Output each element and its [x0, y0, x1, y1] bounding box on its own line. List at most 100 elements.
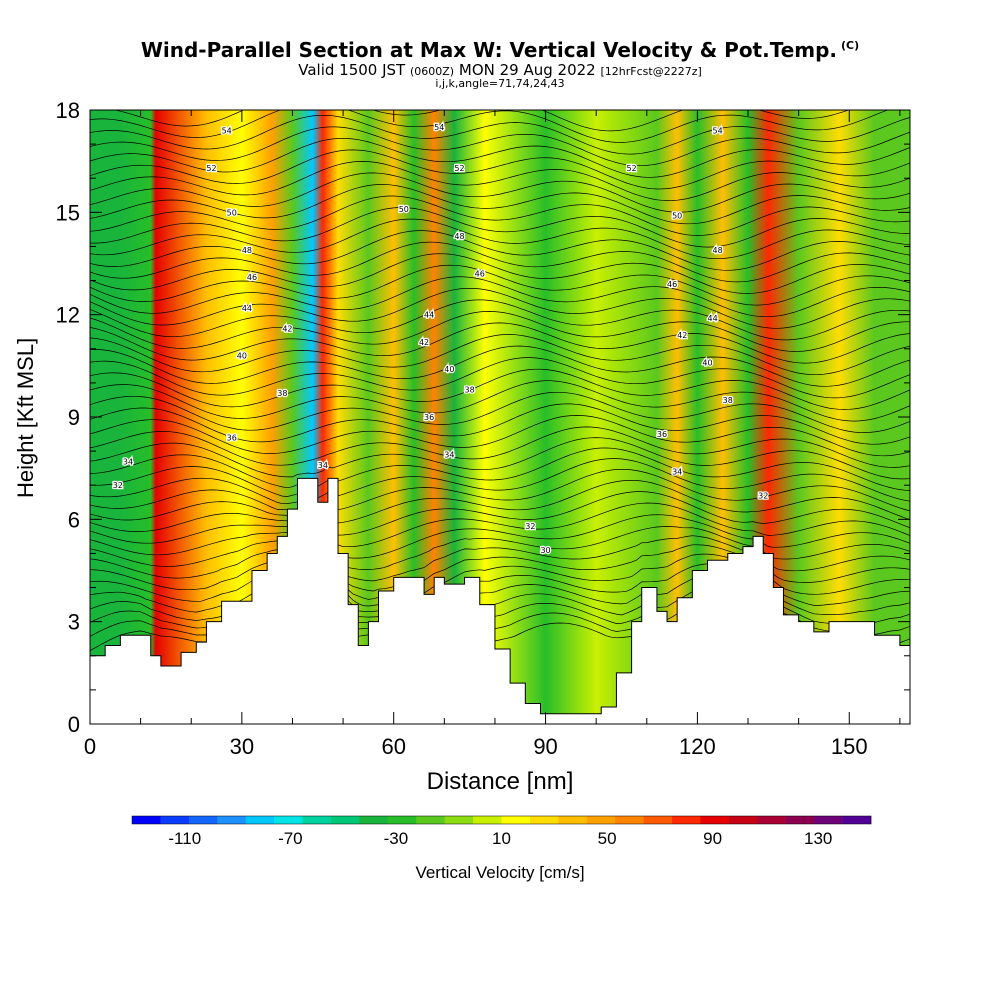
- x-tick-label: 60: [381, 734, 405, 759]
- colorbar-tick-label: 10: [492, 829, 511, 848]
- terrain-outline: [90, 477, 910, 715]
- isentrope-label: 34: [444, 451, 454, 460]
- isentrope-line: [90, 264, 910, 306]
- isentrope-line: [90, 502, 910, 548]
- x-axis: 0 30 60 90 120 150: [84, 110, 901, 759]
- colorbar-swatch: [387, 816, 417, 824]
- isentrope-label: 46: [247, 273, 257, 282]
- isentrope-label: 50: [227, 208, 237, 217]
- colorbar-frame: [131, 815, 872, 825]
- colorbar-tick-label: 50: [598, 829, 617, 848]
- isentrope-label: 44: [424, 311, 434, 320]
- isentrope-label: 40: [702, 358, 712, 367]
- isentrope-line: [90, 241, 910, 283]
- isentrope-label: 34: [672, 468, 682, 477]
- isentrope-line: [90, 218, 910, 260]
- colorbar-tick-label: -30: [384, 829, 409, 848]
- colorbar-swatch: [444, 816, 474, 824]
- chart-title: Wind-Parallel Section at Max W: Vertical…: [140, 38, 860, 62]
- isentrope-line: [90, 514, 910, 559]
- isentrope-label: 54: [713, 126, 723, 135]
- isentrope-label: 50: [672, 212, 682, 221]
- isentrope-line: [90, 391, 910, 433]
- isentrope-label: 44: [242, 304, 252, 313]
- isentrope-line: [90, 322, 910, 364]
- colorbar-swatch: [188, 816, 218, 824]
- isentrope-label: 48: [242, 246, 252, 255]
- isentrope-line: [90, 276, 910, 318]
- colorbar-swatch: [359, 816, 389, 824]
- y-tick-label: 6: [68, 507, 80, 532]
- isentrope-line: [90, 403, 910, 445]
- isentrope-line: [90, 195, 910, 236]
- isentrope-label: 46: [667, 280, 677, 289]
- isentrope-label: 38: [723, 396, 733, 405]
- x-tick-label: 150: [831, 734, 868, 759]
- isentrope-line: [90, 149, 910, 190]
- colorbar-swatch: [700, 816, 730, 824]
- isentrope-label: 34: [123, 457, 133, 466]
- isentrope-line: [90, 207, 910, 248]
- isentrope-line: [90, 345, 910, 387]
- isentrope-label: 52: [627, 164, 637, 173]
- isentrope-label: 32: [113, 481, 123, 490]
- x-tick-label: 0: [84, 734, 96, 759]
- isentrope-label: 54: [222, 126, 232, 135]
- isentrope-label: 38: [465, 386, 475, 395]
- y-tick-label: 0: [68, 712, 80, 737]
- colorbar-swatch: [416, 816, 445, 824]
- isentrope-line: [90, 415, 910, 457]
- subtitle-fcst: [12hrFcst@2227z]: [600, 65, 702, 78]
- colorbar-tick-label: -70: [278, 829, 303, 848]
- chart-subtitle: Valid 1500 JST (0600Z) MON 29 Aug 2022 […: [0, 61, 1000, 79]
- isentrope-label: 30: [540, 546, 550, 555]
- x-axis-label: Distance [nm]: [426, 768, 574, 795]
- isentrope-label: 42: [419, 338, 429, 347]
- isentrope-line: [90, 299, 910, 341]
- isentrope-line: [90, 491, 910, 536]
- colorbar-swatch: [160, 816, 190, 824]
- colorbar-swatch: [558, 816, 588, 824]
- isentrope-label: 46: [475, 270, 485, 279]
- isentrope-line: [90, 230, 910, 271]
- isentrope-label: 36: [424, 413, 434, 422]
- isentrope-label: 48: [713, 246, 723, 255]
- colorbar-swatch: [274, 816, 303, 824]
- colorbar-swatch: [330, 816, 360, 824]
- isentrope-labels: 54 52 50 48 46 44 42 40 38 36 34 34 32 54 52 50 48 46 44 42…: [111, 122, 769, 556]
- isentrope-line: [90, 126, 910, 167]
- isentrope-line: [90, 311, 910, 352]
- isentrope-label: 36: [657, 430, 667, 439]
- x-tick-label: 90: [533, 734, 557, 759]
- colorbar-swatch: [217, 816, 246, 824]
- isentrope-label: 50: [399, 205, 409, 214]
- isentrope-line: [90, 110, 910, 132]
- y-tick-label: 18: [56, 98, 80, 123]
- isentrope-line: [90, 253, 910, 294]
- isentrope-line: [90, 458, 910, 502]
- isentrope-label: 52: [206, 164, 216, 173]
- colorbar-swatch: [302, 816, 332, 824]
- isentrope-line: [90, 334, 910, 376]
- colorbar-swatch: [245, 816, 275, 824]
- isentrope-line: [90, 172, 910, 213]
- isentrope-label: 52: [454, 164, 464, 173]
- colorbar: -110 -70 -30 10 50 90 130: [131, 815, 872, 848]
- isentrope-label: 40: [444, 365, 454, 374]
- title-mark: (C): [841, 39, 860, 53]
- isentrope-line: [90, 110, 910, 143]
- colorbar-swatch: [501, 816, 531, 824]
- isentrope-line: [90, 184, 910, 225]
- colorbar-tick-label: -110: [168, 829, 201, 848]
- isentrope-label: 38: [277, 389, 287, 398]
- isentrope-line: [90, 447, 910, 491]
- colorbar-swatch: [757, 816, 787, 824]
- isentrope-line: [90, 479, 910, 524]
- isentrope-label: 32: [758, 491, 768, 500]
- subtitle-utc: (0600Z): [409, 65, 455, 78]
- subtitle-date: MON 29 Aug 2022: [458, 61, 596, 79]
- isentrope-line: [90, 137, 910, 178]
- colorbar-swatch: [728, 816, 758, 824]
- isentrope-label: 44: [707, 314, 717, 323]
